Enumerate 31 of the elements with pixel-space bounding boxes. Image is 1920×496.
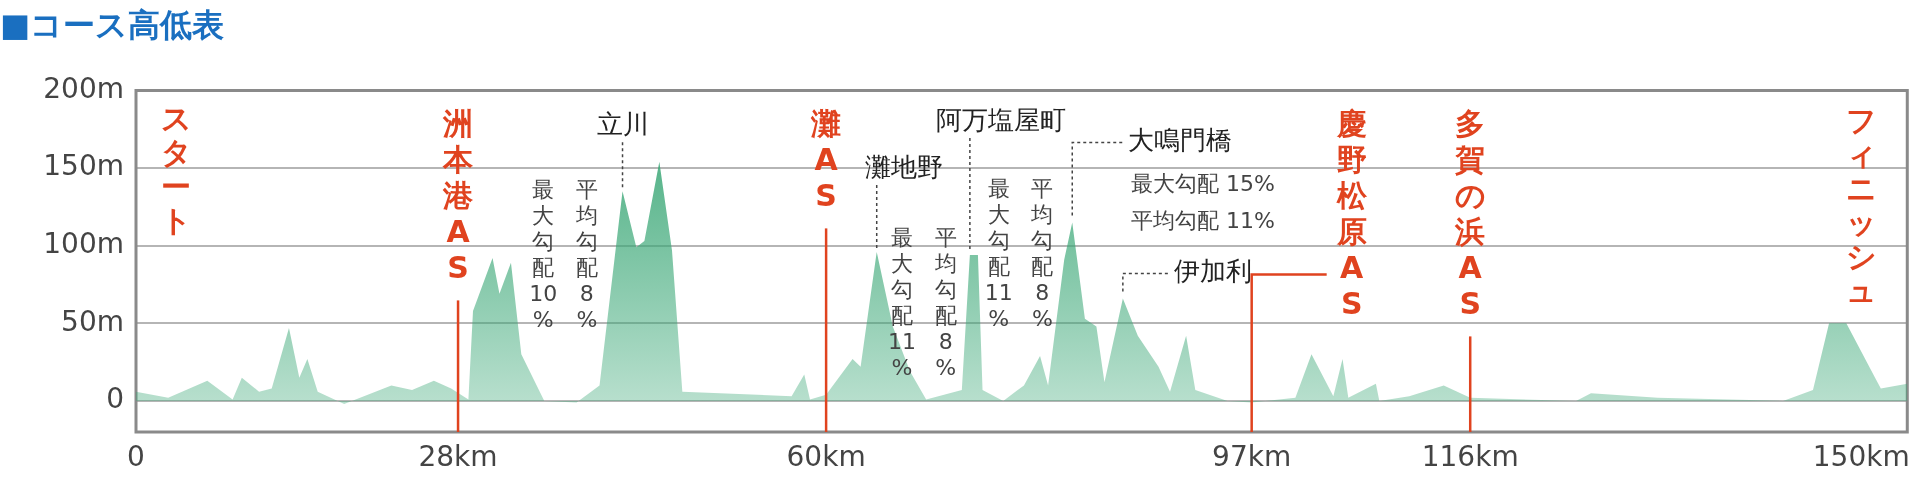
annotation: 立川 [596, 109, 649, 140]
chart-title: ■コース高低表 [0, 5, 225, 44]
y-tick-label: 100m [43, 226, 124, 260]
annotation: フィニッシュ [1845, 103, 1877, 309]
ref-line-label: 灘AS [810, 106, 842, 214]
annotation: スタート [160, 101, 192, 239]
x-tick-label: 150km [1812, 440, 1910, 474]
y-tick-label: 200m [43, 71, 124, 105]
annotation: 最大勾配11% [984, 175, 1013, 331]
y-tick-label: 150m [43, 149, 124, 183]
ref-line-label: 慶野松原AS [1335, 106, 1368, 322]
x-tick-label: 0 [127, 440, 145, 474]
annotation: 最大勾配 15% [1130, 170, 1275, 196]
annotation: 平均勾配8% [574, 177, 598, 333]
ref-line-label: 多賀の浜AS [1454, 106, 1486, 322]
x-tick-label: 97km [1212, 440, 1292, 474]
x-tick-label: 28km [418, 440, 498, 474]
annotation: 平均勾配 11% [1130, 208, 1275, 234]
annotation: 伊加利 [1173, 256, 1252, 287]
annotation: 平均勾配8% [933, 225, 957, 381]
x-tick-label: 116km [1421, 440, 1519, 474]
annotation: 最大勾配10% [529, 177, 558, 333]
annotation: 阿万塩屋町 [935, 104, 1066, 135]
annotation: 最大勾配11% [888, 225, 917, 381]
x-tick-label: 60km [786, 440, 866, 474]
annotation: 灘地野 [864, 151, 943, 182]
annotation: 大鳴門橋 [1128, 125, 1233, 156]
ref-line-label: 洲本港AS [442, 106, 475, 286]
y-tick-label: 50m [61, 304, 124, 338]
y-tick-label: 0 [106, 382, 124, 416]
annotation: 平均勾配8% [1030, 175, 1054, 331]
